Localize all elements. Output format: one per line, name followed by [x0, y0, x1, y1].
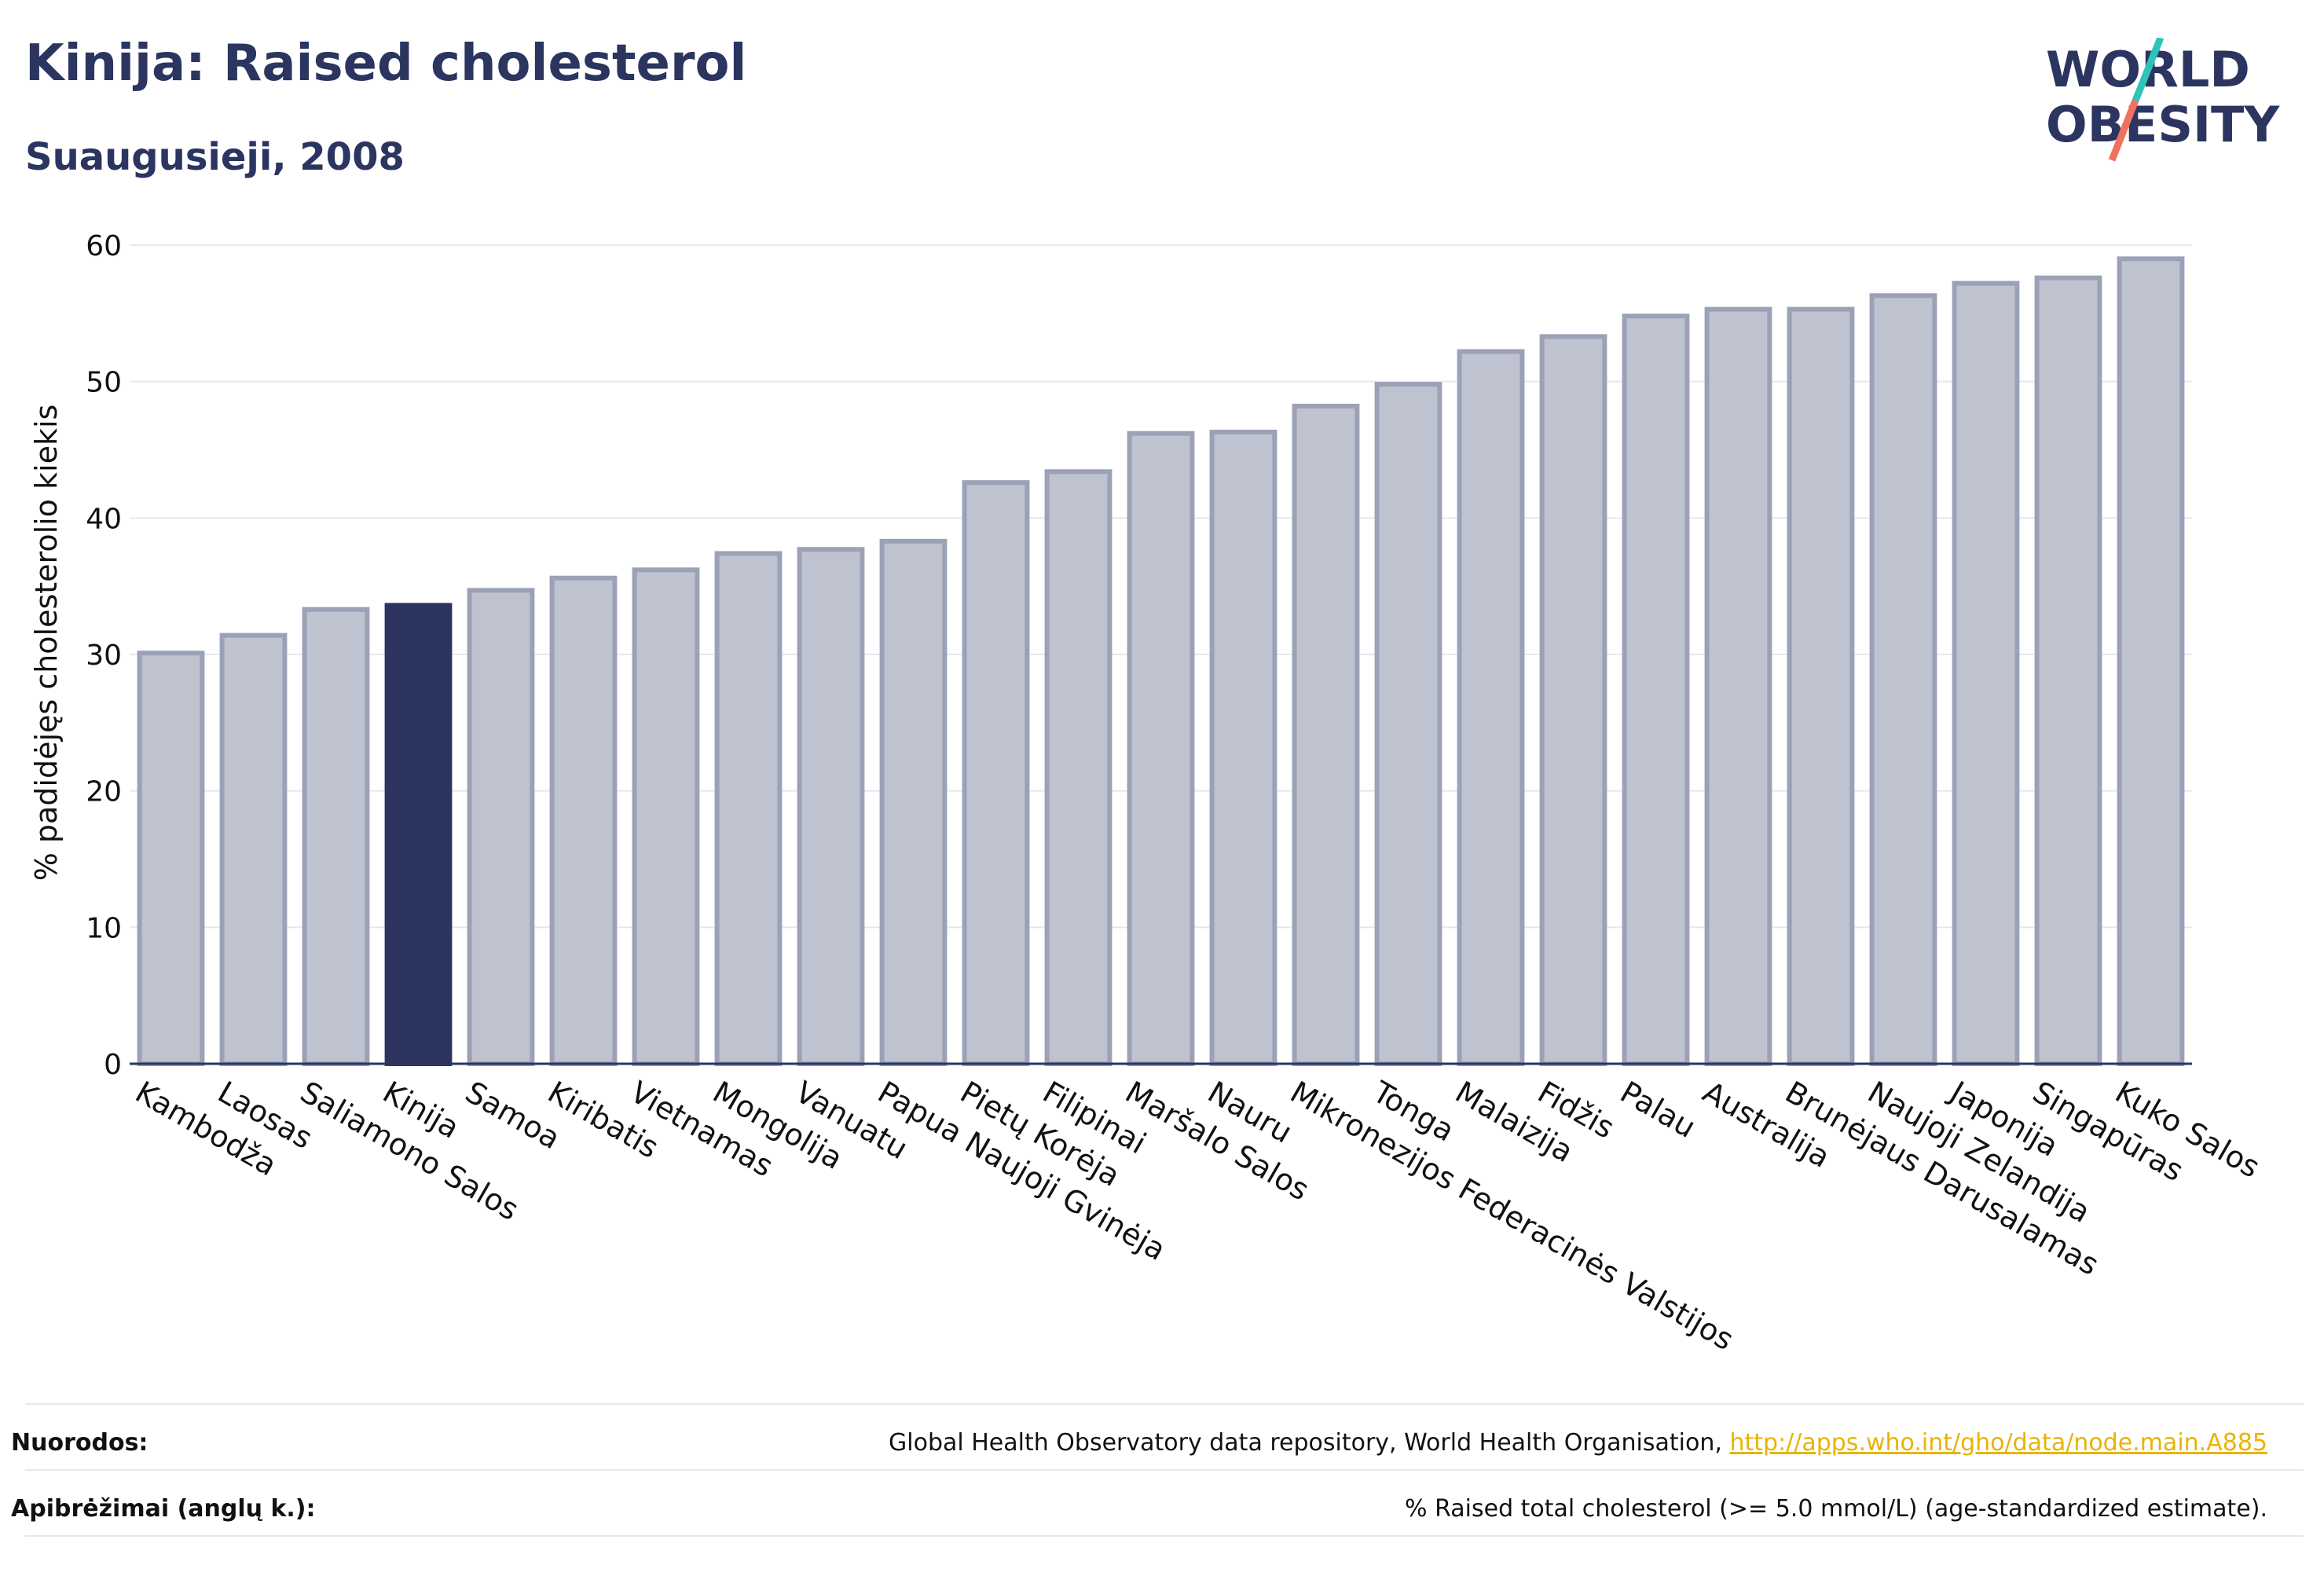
y-tick-label: 0: [104, 1049, 122, 1081]
bar: [1127, 431, 1195, 1066]
logo-slash-coral: [2108, 99, 2139, 162]
bar: [1044, 469, 1113, 1066]
bar: [714, 551, 783, 1066]
x-tick-label: Palau: [1615, 1075, 1702, 1145]
bar: [1952, 280, 2020, 1067]
y-tick-labels: 0 10 20 30 40 50 60: [86, 230, 122, 1081]
bar: [137, 651, 205, 1066]
bar: [797, 547, 865, 1066]
footer-divider-bottom: [25, 1535, 2304, 1537]
sources-text: Global Health Observatory data repositor…: [889, 1428, 1730, 1457]
x-tick-label: Samoa: [460, 1075, 566, 1156]
y-tick-label: 50: [86, 367, 122, 399]
bars: [137, 256, 2185, 1067]
footer-definitions-row: Apibrėžimai (anglų k.): % Raised total c…: [0, 1476, 2278, 1541]
bar: [1869, 293, 1937, 1066]
bar: [1209, 429, 1277, 1066]
bar: [1292, 403, 1360, 1066]
world-obesity-logo: WORLD OBESITY: [2046, 38, 2280, 162]
bar: [1457, 349, 1525, 1066]
bar: [1622, 313, 1690, 1067]
sources-value: Global Health Observatory data repositor…: [889, 1429, 2278, 1457]
bar: [962, 480, 1030, 1066]
chart-subtitle: Suaugusieji, 2008: [25, 135, 405, 179]
bar: [1374, 382, 1442, 1066]
logo-line2: OBESITY: [2046, 96, 2280, 153]
bar: [2034, 275, 2102, 1066]
definitions-value: % Raised total cholesterol (>= 5.0 mmol/…: [1405, 1494, 2267, 1523]
bar: [219, 632, 288, 1066]
bar: [632, 567, 700, 1066]
footer-divider-top: [25, 1403, 2304, 1405]
logo-slash-teal: [2132, 38, 2165, 102]
footer-sources-row: Nuorodos: Global Health Observatory data…: [0, 1410, 2278, 1475]
bar: [2117, 256, 2185, 1066]
bar: [467, 588, 535, 1066]
bar: [302, 607, 370, 1066]
y-tick-label: 20: [86, 776, 122, 808]
footer-divider-middle: [25, 1469, 2304, 1471]
definitions-label: Apibrėžimai (anglų k.):: [11, 1494, 316, 1523]
bar-highlighted: [384, 603, 453, 1066]
bar: [549, 575, 618, 1066]
y-tick-label: 10: [86, 912, 122, 944]
sources-label: Nuorodos:: [11, 1428, 148, 1457]
y-tick-label: 30: [86, 640, 122, 672]
y-tick-label: 60: [86, 230, 122, 262]
bar: [1787, 306, 1855, 1066]
bar: [1704, 306, 1772, 1066]
y-axis-label: % padidėjęs cholesterolio kiekis: [29, 405, 64, 881]
bar-chart: 0 10 20 30 40 50 60 % padidėjęs cholesterolio …: [29, 230, 2266, 1358]
chart-title: Kinija: Raised cholesterol: [25, 35, 747, 93]
bar: [879, 538, 948, 1066]
bar: [1539, 334, 1607, 1066]
sources-link[interactable]: http://apps.who.int/gho/data/node.main.A…: [1729, 1428, 2267, 1457]
y-tick-label: 40: [86, 503, 122, 535]
